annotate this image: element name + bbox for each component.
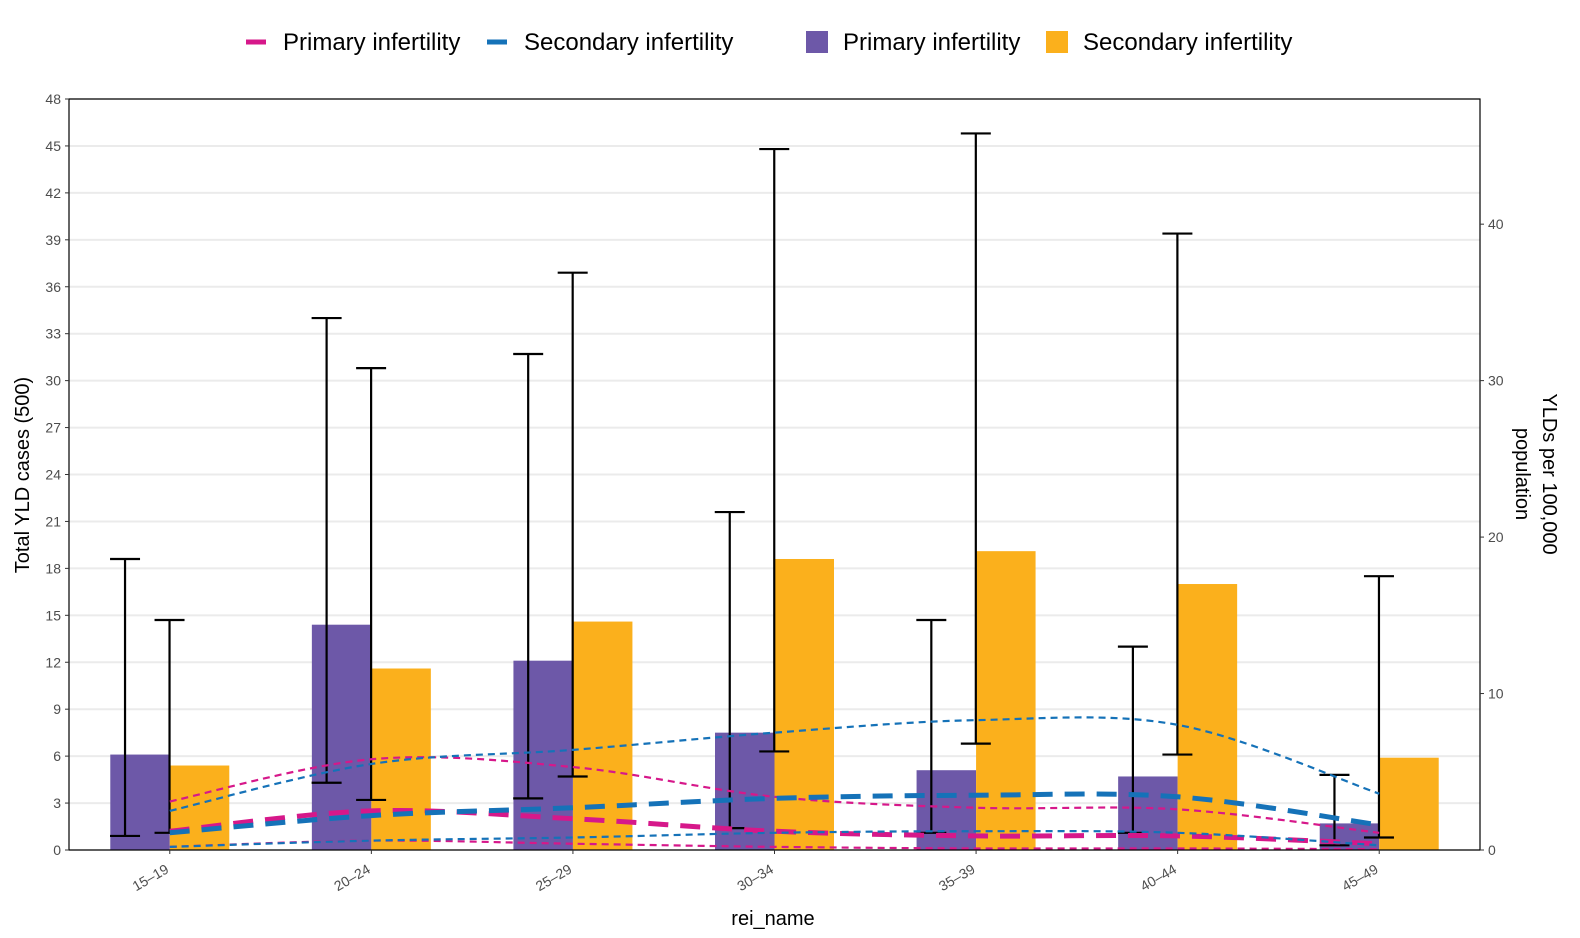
- y-left-tick-label: 39: [45, 232, 61, 248]
- y-axis-right-title-line1: YLDs per 100,000: [1538, 393, 1560, 554]
- legend-bar-swatch-secondary: [1046, 31, 1068, 53]
- legend-bar-label-primary: Primary infertility: [843, 29, 1020, 56]
- y-left-tick-label: 30: [45, 373, 61, 389]
- x-tick-label: 35–39: [936, 861, 978, 894]
- bar: [572, 621, 633, 850]
- bar: [774, 558, 834, 850]
- y-left-tick-label: 42: [45, 185, 61, 201]
- x-tick-label: 40–44: [1137, 861, 1179, 894]
- bar: [1118, 776, 1178, 850]
- y-left-tick-label: 0: [53, 842, 61, 858]
- bar: [169, 765, 230, 850]
- y-right-tick-label: 10: [1488, 686, 1504, 702]
- x-tick-label: 15–19: [130, 861, 172, 894]
- x-axis-title: rei_name: [731, 908, 814, 930]
- y-axis-right: 0 10 20 30 40: [1480, 216, 1504, 858]
- bar: [715, 732, 775, 850]
- y-left-tick-label: 48: [45, 91, 61, 107]
- y-right-tick-label: 0: [1488, 842, 1496, 858]
- x-tick-label: 25–29: [533, 861, 575, 894]
- trend-line-upper: [169, 716, 1380, 812]
- legend: Primary infertility Secondary infertilit…: [246, 29, 1292, 56]
- y-left-tick-label: 21: [45, 513, 61, 529]
- bar: [1177, 584, 1238, 850]
- y-left-tick-label: 6: [53, 748, 61, 764]
- bar: [513, 660, 573, 850]
- bar: [1379, 757, 1439, 850]
- y-right-tick-label: 30: [1488, 373, 1504, 389]
- y-right-tick-label: 40: [1488, 216, 1504, 232]
- y-right-tick-label: 20: [1488, 529, 1504, 545]
- y-axis-left-title: Total YLD cases (500): [12, 377, 34, 573]
- legend-bar-swatch-primary: [806, 31, 828, 53]
- y-left-tick-label: 3: [53, 795, 61, 811]
- y-left-tick-label: 45: [45, 138, 61, 154]
- y-left-tick-label: 27: [45, 420, 61, 436]
- bar: [110, 754, 170, 850]
- trend-line-mean: [169, 791, 1380, 836]
- x-tick-label: 20–24: [331, 861, 373, 894]
- legend-bar-label-secondary: Secondary infertility: [1083, 29, 1292, 56]
- trend-lines: [169, 716, 1380, 851]
- x-tick-label: 45–49: [1339, 861, 1381, 894]
- legend-line-label-secondary: Secondary infertility: [524, 29, 733, 56]
- legend-line-label-primary: Primary infertility: [283, 29, 460, 56]
- x-axis: 15–19 20–24 25–29 30–34 35–39 40–44 45–49: [130, 850, 1381, 894]
- y-left-tick-label: 24: [45, 467, 61, 483]
- trend-line-lower: [169, 839, 1380, 851]
- trend-line-lower: [169, 829, 1380, 848]
- y-left-tick-label: 18: [45, 560, 61, 576]
- y-left-tick-label: 33: [45, 326, 61, 342]
- y-left-tick-label: 15: [45, 607, 61, 623]
- trend-line-upper: [169, 756, 1380, 834]
- trend-line-mean: [169, 807, 1380, 847]
- y-left-tick-label: 36: [45, 279, 61, 295]
- x-tick-label: 30–34: [734, 861, 776, 894]
- bar: [976, 551, 1036, 850]
- y-left-tick-label: 12: [45, 654, 61, 670]
- y-left-tick-label: 9: [53, 701, 61, 717]
- y-axis-right-title-line2: population: [1511, 428, 1533, 520]
